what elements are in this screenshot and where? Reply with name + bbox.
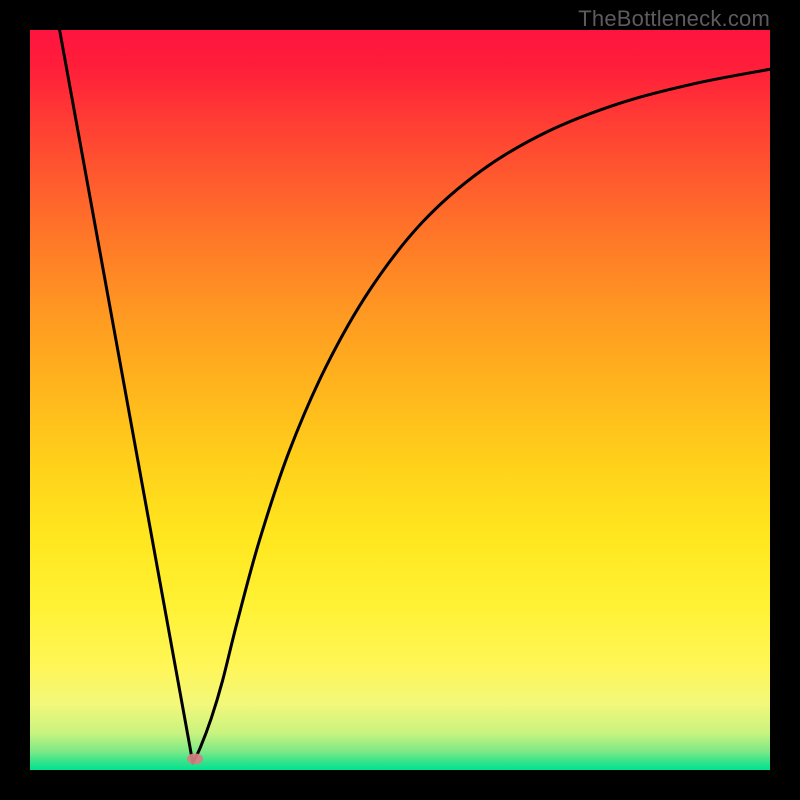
gradient-background [30,30,770,770]
chart-frame [30,30,770,770]
watermark-text: TheBottleneck.com [578,6,770,32]
minimum-marker [187,753,203,764]
bottleneck-curve-chart [30,30,770,770]
